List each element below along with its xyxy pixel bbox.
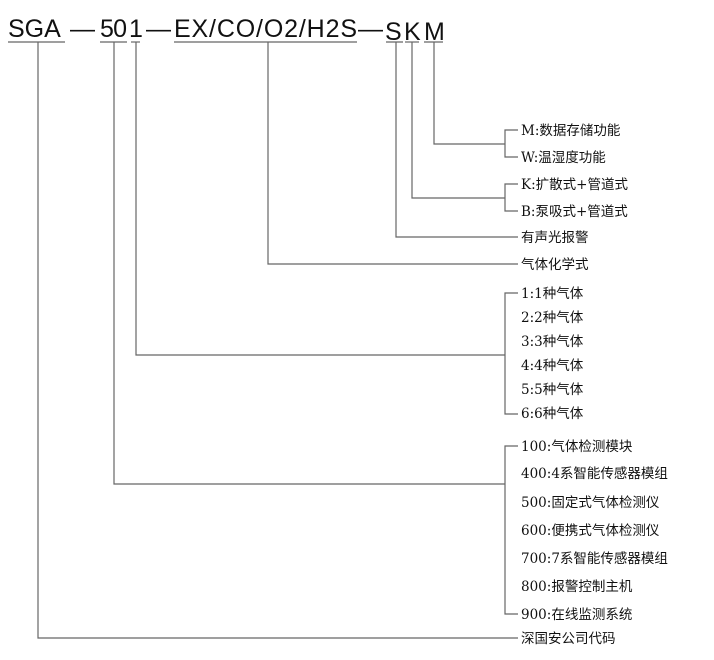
code-function: M (424, 18, 445, 46)
model-option: 700:7系智能传感器模组 (521, 550, 668, 567)
model-option: 100:气体检测模块 (521, 439, 633, 455)
gas-count-option: 5:5种气体 (521, 382, 584, 398)
function-option-m: M:数据存储功能 (521, 123, 620, 139)
model-option: 500:固定式气体检测仪 (521, 495, 660, 511)
code-gas-count: 1 (129, 15, 143, 43)
code-gases: EX/CO/O2/H2S (174, 15, 357, 43)
code-dash: — (146, 15, 171, 43)
code-prefix: SGA (8, 15, 61, 43)
gas-count-option: 1:1种气体 (521, 286, 584, 302)
code-alarm: S (385, 18, 402, 46)
model-option: 600:便携式气体检测仪 (521, 523, 660, 539)
code-dash: — (70, 15, 95, 43)
mode-option-k: K:扩散式+管道式 (521, 177, 628, 193)
gas-formula-label: 气体化学式 (521, 257, 589, 273)
connectors (37, 42, 518, 639)
gas-count-option: 4:4种气体 (521, 358, 584, 374)
model-option: 400:4系智能传感器模组 (521, 465, 668, 482)
gas-count-option: 3:3种气体 (521, 334, 584, 350)
code-dash: — (358, 15, 383, 43)
alarm-label: 有声光报警 (521, 230, 589, 246)
mode-option-b: B:泵吸式+管道式 (521, 204, 628, 220)
function-option-w: W:温湿度功能 (521, 150, 606, 166)
gas-count-option: 2:2种气体 (521, 310, 584, 326)
company-code-label: 深国安公司代码 (521, 631, 616, 647)
code-model: 50 (100, 15, 127, 43)
gas-count-option: 6:6种气体 (521, 406, 584, 422)
code-mode: K (404, 18, 421, 46)
model-option: 900:在线监测系统 (521, 607, 632, 623)
model-option: 800:报警控制主机 (521, 579, 633, 595)
